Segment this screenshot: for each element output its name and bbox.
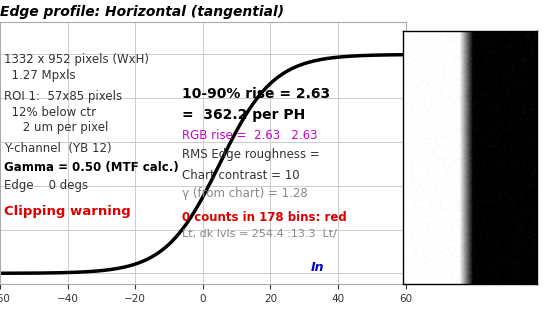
- Text: 0 counts in 178 bins: red: 0 counts in 178 bins: red: [182, 211, 347, 224]
- Text: γ (from chart) = 1.28: γ (from chart) = 1.28: [182, 187, 308, 200]
- Text: Gamma = 0.50 (MTF calc.): Gamma = 0.50 (MTF calc.): [4, 161, 179, 174]
- Text: Clipping warning: Clipping warning: [4, 205, 131, 218]
- Text: RGB rise =  2.63   2.63: RGB rise = 2.63 2.63: [182, 129, 318, 142]
- Text: =  362.2 per PH: = 362.2 per PH: [182, 108, 306, 122]
- Text: Chart contrast = 10: Chart contrast = 10: [182, 169, 300, 182]
- Text: RMS Edge roughness =: RMS Edge roughness =: [182, 148, 320, 161]
- Text: 10-90% rise = 2.63: 10-90% rise = 2.63: [182, 87, 330, 101]
- Text: Edge    0 degs: Edge 0 degs: [4, 179, 88, 192]
- Text: ROI 1:  57x85 pixels: ROI 1: 57x85 pixels: [4, 90, 122, 103]
- Text: 1.27 Mpxls: 1.27 Mpxls: [4, 69, 76, 82]
- Text: Lt, dk lvls = 254.4 :13.3  Lt/: Lt, dk lvls = 254.4 :13.3 Lt/: [182, 229, 338, 239]
- Text: 12% below ctr: 12% below ctr: [4, 106, 96, 119]
- Text: In: In: [311, 261, 324, 274]
- Text: 1332 x 952 pixels (WxH): 1332 x 952 pixels (WxH): [4, 53, 149, 66]
- Text: Y-channel  (YB 12): Y-channel (YB 12): [4, 142, 112, 155]
- Text: 2 um per pixel: 2 um per pixel: [4, 121, 109, 134]
- Text: Edge profile: Horizontal (tangential): Edge profile: Horizontal (tangential): [0, 5, 284, 19]
